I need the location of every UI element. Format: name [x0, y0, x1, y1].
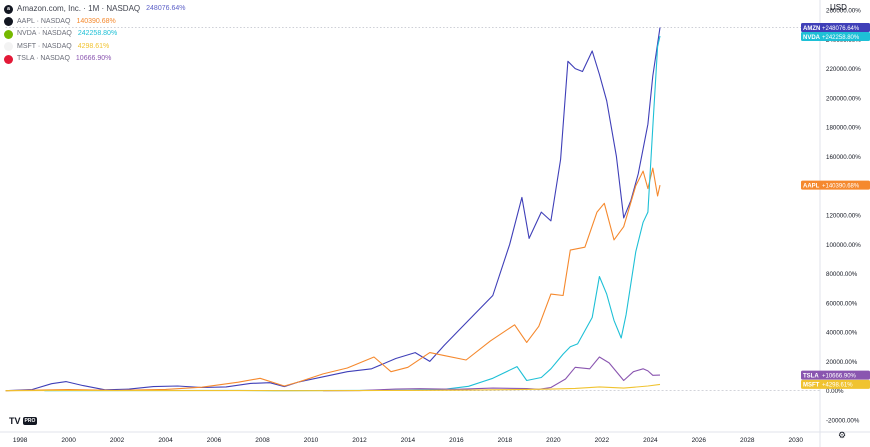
y-tick-label: 60000.00% [826, 300, 858, 307]
settings-gear-icon[interactable]: ⚙ [838, 430, 847, 440]
price-label-symbol: AAPL [803, 183, 820, 189]
legend-main-name: Amazon.com, Inc. · 1M · NASDAQ [17, 4, 141, 13]
series-line-aapl[interactable] [5, 167, 661, 392]
price-label-aapl[interactable]: AAPL +140390.68% [801, 180, 870, 190]
price-label-nvda[interactable]: NVDA +242258.80% [801, 31, 870, 41]
price-label-symbol: NVDA [803, 35, 821, 41]
currency-label[interactable]: USD [830, 3, 847, 12]
y-tick-label: 40000.00% [826, 330, 858, 337]
price-label-amzn[interactable]: AMZN +248076.64% [801, 22, 870, 32]
chart-legend: a Amazon.com, Inc. · 1M · NASDAQ 248076.… [4, 3, 185, 66]
y-axis[interactable]: 260000.00%240000.00%220000.00%200000.00%… [826, 8, 861, 425]
y-tick-label: 200000.00% [826, 95, 861, 102]
x-tick-label: 2008 [255, 437, 270, 444]
apple-logo-icon [4, 17, 13, 27]
x-tick-label: 2018 [498, 437, 513, 444]
price-label-value: +140390.68% [822, 183, 860, 189]
y-tick-label: 160000.00% [826, 154, 861, 161]
y-tick-label: 180000.00% [826, 125, 861, 132]
legend-item-nvda[interactable]: NVDA · NASDAQ 242258.80% [4, 28, 185, 41]
microsoft-logo-icon [4, 42, 13, 52]
x-axis[interactable]: 1998 2000 2002 2004 2006 2008 2010 2012 2014 2016… [13, 437, 803, 444]
x-tick-label: 2010 [304, 437, 319, 444]
y-tick-label: 20000.00% [826, 359, 858, 366]
y-tick-label: 220000.00% [826, 66, 861, 73]
price-label-value: +242258.80% [822, 35, 860, 41]
price-label-bg [801, 379, 870, 389]
x-tick-label: 2024 [643, 437, 658, 444]
tesla-logo-icon [4, 54, 13, 64]
price-label-msft[interactable]: MSFT +4298.61% [801, 379, 870, 389]
series-line-amzn[interactable] [5, 27, 661, 392]
legend-item-name: NVDA · NASDAQ [17, 30, 72, 37]
legend-item-aapl[interactable]: AAPL · NASDAQ 140390.68% [4, 16, 185, 29]
series-line-tsla[interactable] [323, 356, 661, 392]
series-line-msft[interactable] [5, 383, 661, 392]
y-tick-label: 120000.00% [826, 213, 861, 220]
legend-item-name: TSLA · NASDAQ [17, 55, 70, 62]
x-tick-label: 2022 [595, 437, 610, 444]
x-tick-label: 2000 [61, 437, 76, 444]
x-tick-label: 2002 [110, 437, 125, 444]
legend-item-value: 140390.68% [76, 17, 116, 25]
legend-item-tsla[interactable]: TSLA · NASDAQ 10666.90% [4, 53, 185, 66]
legend-item-msft[interactable]: MSFT · NASDAQ 4298.61% [4, 41, 185, 54]
x-tick-label: 2014 [401, 437, 416, 444]
x-tick-label: 2016 [449, 437, 464, 444]
legend-item-name: AAPL · NASDAQ [17, 17, 71, 25]
y-tick-label: 80000.00% [826, 271, 858, 278]
legend-item-value: 4298.61% [77, 42, 110, 50]
price-label-tsla[interactable]: TSLA +10666.90% [801, 370, 870, 380]
legend-item-value: 242258.80% [77, 30, 118, 37]
price-label-bg [801, 31, 870, 41]
tradingview-logo[interactable]: TV PRO [9, 416, 38, 426]
y-tick-label: 260000.00% [826, 8, 861, 15]
y-tick-label: 0.00% [826, 388, 844, 395]
price-label-symbol: AMZN [803, 26, 820, 32]
price-label-symbol: MSFT [803, 383, 820, 389]
x-tick-label: 2030 [789, 437, 804, 444]
x-tick-label: 2028 [740, 437, 755, 444]
price-label-bg [801, 22, 870, 32]
amazon-logo-icon: a [4, 4, 13, 14]
x-tick-label: 1998 [13, 437, 28, 444]
x-tick-label: 2026 [692, 437, 707, 444]
price-label-bg [801, 370, 870, 380]
legend-item-name: MSFT · NASDAQ [17, 42, 72, 50]
legend-item-value: 10666.90% [75, 55, 112, 62]
legend-main-value: 248076.64% [146, 5, 186, 12]
x-tick-label: 2004 [158, 437, 173, 444]
y-tick-label: -20000.00% [826, 418, 860, 425]
series-line-nvda[interactable] [44, 35, 661, 392]
price-label-bg [801, 180, 870, 190]
y-tick-label: 100000.00% [826, 242, 861, 249]
price-label-value: +10666.90% [822, 373, 857, 379]
price-label-value: +4298.61% [822, 383, 853, 389]
legend-main[interactable]: a Amazon.com, Inc. · 1M · NASDAQ 248076.… [4, 3, 185, 16]
nvidia-logo-icon [4, 29, 13, 39]
tradingview-logo-mark: TV [9, 416, 21, 426]
x-tick-label: 2020 [546, 437, 561, 444]
pro-badge: PRO [22, 417, 38, 425]
price-label-symbol: TSLA [803, 373, 819, 379]
price-label-value: +248076.64% [822, 26, 860, 32]
x-tick-label: 2012 [352, 437, 367, 444]
x-tick-label: 2006 [207, 437, 222, 444]
